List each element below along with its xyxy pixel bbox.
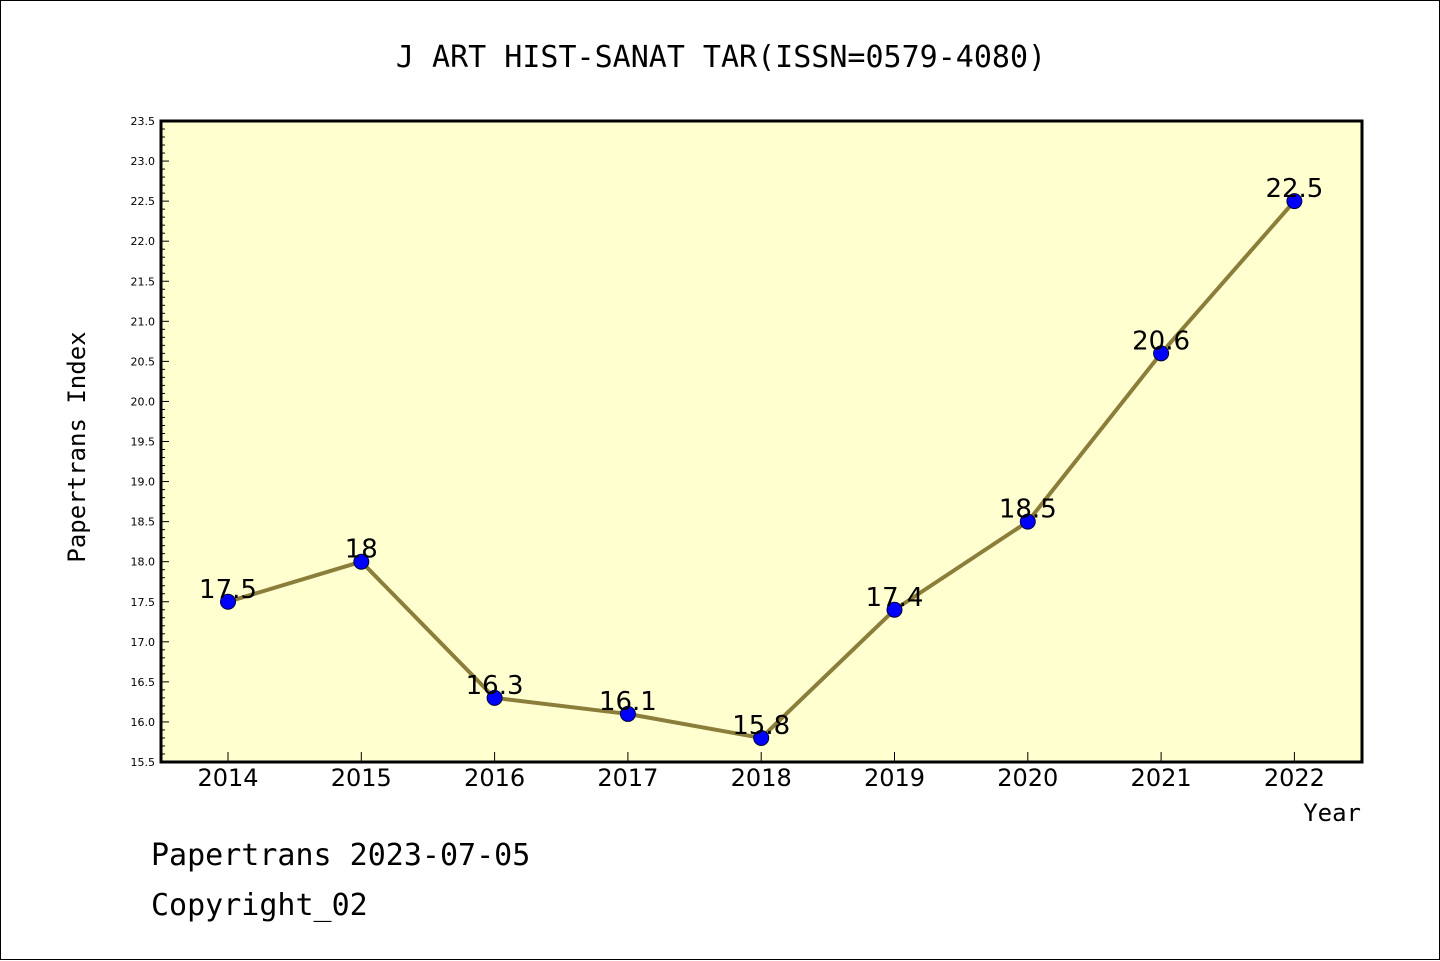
y-axis-label: Papertrans Index	[63, 331, 91, 562]
y-tick-label: 18.5	[131, 516, 156, 529]
data-point	[486, 689, 503, 706]
data-point	[1286, 193, 1303, 210]
plot-area	[159, 119, 1364, 764]
data-label: 15.8	[732, 711, 790, 741]
footer-copyright: Copyright_02	[151, 888, 368, 923]
y-tick-label: 19.0	[131, 476, 156, 489]
y-tick-label: 18.0	[131, 556, 156, 569]
data-point	[753, 729, 770, 746]
data-label: 16.3	[466, 671, 524, 701]
y-tick-label: 20.0	[131, 395, 156, 408]
y-tick-label: 17.5	[131, 596, 156, 609]
y-tick-label: 21.5	[131, 275, 156, 288]
y-tick-label: 21.0	[131, 315, 156, 328]
footer-date: Papertrans 2023-07-05	[151, 838, 530, 873]
y-tick-label: 22.5	[131, 195, 156, 208]
data-label: 17.4	[866, 583, 924, 613]
series-line-group	[220, 193, 1303, 746]
data-point	[886, 601, 903, 618]
y-tick-label: 16.5	[131, 676, 156, 689]
y-tick-label: 15.5	[131, 756, 156, 769]
data-label: 18.5	[999, 495, 1057, 525]
data-label: 16.1	[599, 687, 657, 717]
x-tick-label: 2018	[731, 764, 792, 792]
y-axis-ticks: 15.5 16.0 16.5 17.0 17.5 18.0 18.5 19.0 19.5 20.0…	[131, 115, 169, 769]
y-tick-label: 16.0	[131, 716, 156, 729]
y-tick-label: 20.5	[131, 355, 156, 368]
y-tick-label: 23.0	[131, 155, 156, 168]
x-tick-label: 2021	[1131, 764, 1192, 792]
x-tick-label: 2020	[997, 764, 1058, 792]
data-point	[353, 553, 370, 570]
data-point	[619, 705, 636, 722]
data-label: 17.5	[199, 575, 257, 605]
data-point	[1019, 513, 1036, 530]
y-tick-label: 23.5	[131, 115, 156, 128]
data-label: 22.5	[1265, 174, 1323, 204]
data-labels-group: 17.5 18 16.3 16.1 15.8 17.4 18.5 20.6 22.5	[199, 174, 1323, 741]
data-label: 18	[345, 535, 378, 565]
x-tick-label: 2014	[197, 764, 258, 792]
x-tick-label: 2017	[597, 764, 658, 792]
x-tick-label: 2022	[1264, 764, 1325, 792]
x-axis-label: Year	[1303, 799, 1361, 827]
y-tick-label: 17.0	[131, 636, 156, 649]
data-point	[1153, 345, 1170, 362]
chart-title: J ART HIST-SANAT TAR(ISSN=0579-4080)	[396, 40, 1046, 75]
x-tick-label: 2015	[331, 764, 392, 792]
x-axis-ticks: 2014 2015 2016 2017 2018 2019 2020 2021 2022	[197, 752, 1325, 792]
y-tick-label: 19.5	[131, 436, 156, 449]
data-label: 20.6	[1132, 326, 1190, 356]
x-tick-label: 2019	[864, 764, 925, 792]
x-tick-label: 2016	[464, 764, 525, 792]
data-point	[220, 593, 236, 610]
y-tick-label: 22.0	[131, 235, 156, 248]
